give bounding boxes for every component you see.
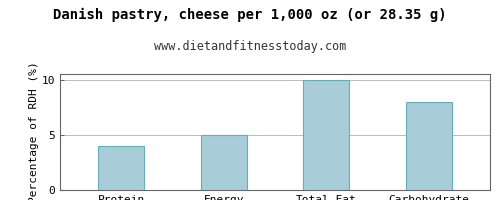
Bar (201, 135, 247, 190)
Bar (406, 102, 452, 190)
Bar (98, 146, 144, 190)
Text: Danish pastry, cheese per 1,000 oz (or 28.35 g): Danish pastry, cheese per 1,000 oz (or 2… (53, 8, 447, 22)
Text: www.dietandfitnesstoday.com: www.dietandfitnesstoday.com (154, 40, 346, 53)
Bar (303, 80, 349, 190)
Y-axis label: Percentage of RDH (%): Percentage of RDH (%) (29, 61, 39, 200)
